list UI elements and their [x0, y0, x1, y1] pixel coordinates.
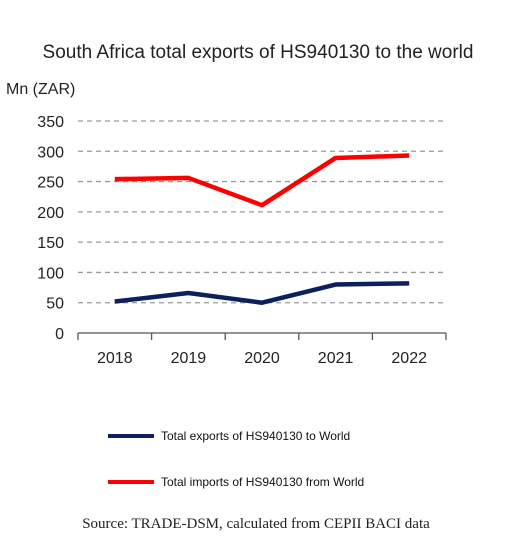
- legend-label-imports: Total imports of HS940130 from World: [161, 475, 364, 489]
- source-note: Source: TRADE-DSM, calculated from CEPII…: [82, 516, 430, 532]
- x-tick-label: 2019: [171, 350, 207, 367]
- y-tick-label: 250: [37, 175, 64, 192]
- y-tick-label: 300: [37, 144, 64, 161]
- y-tick-label: 100: [37, 265, 64, 282]
- x-tick-label: 2018: [97, 350, 133, 367]
- legend-label-exports: Total exports of HS940130 to World: [161, 429, 350, 443]
- x-tick-label: 2020: [244, 350, 280, 367]
- exports-series-line: [114, 281, 410, 305]
- imports-series-line: [114, 153, 410, 208]
- x-tick-label: 2022: [391, 350, 427, 367]
- gridlines: [78, 120, 446, 304]
- y-tick-label: 200: [37, 205, 64, 222]
- chart-title: South Africa total exports of HS940130 t…: [43, 42, 474, 63]
- y-tick-label: 350: [37, 114, 64, 131]
- x-tick-label: 2021: [318, 350, 354, 367]
- y-axis-ticks: 0 50 100 150 200 250 300 350: [37, 114, 64, 343]
- legend: Total exports of HS940130 to World Total…: [108, 429, 364, 489]
- y-axis-unit-label: Mn (ZAR): [6, 81, 75, 98]
- x-axis: 2018 2019 2020 2021 2022: [77, 332, 447, 367]
- series-lines: [114, 153, 410, 305]
- y-tick-label: 150: [37, 235, 64, 252]
- y-tick-label: 0: [55, 326, 64, 343]
- y-tick-label: 50: [46, 296, 64, 313]
